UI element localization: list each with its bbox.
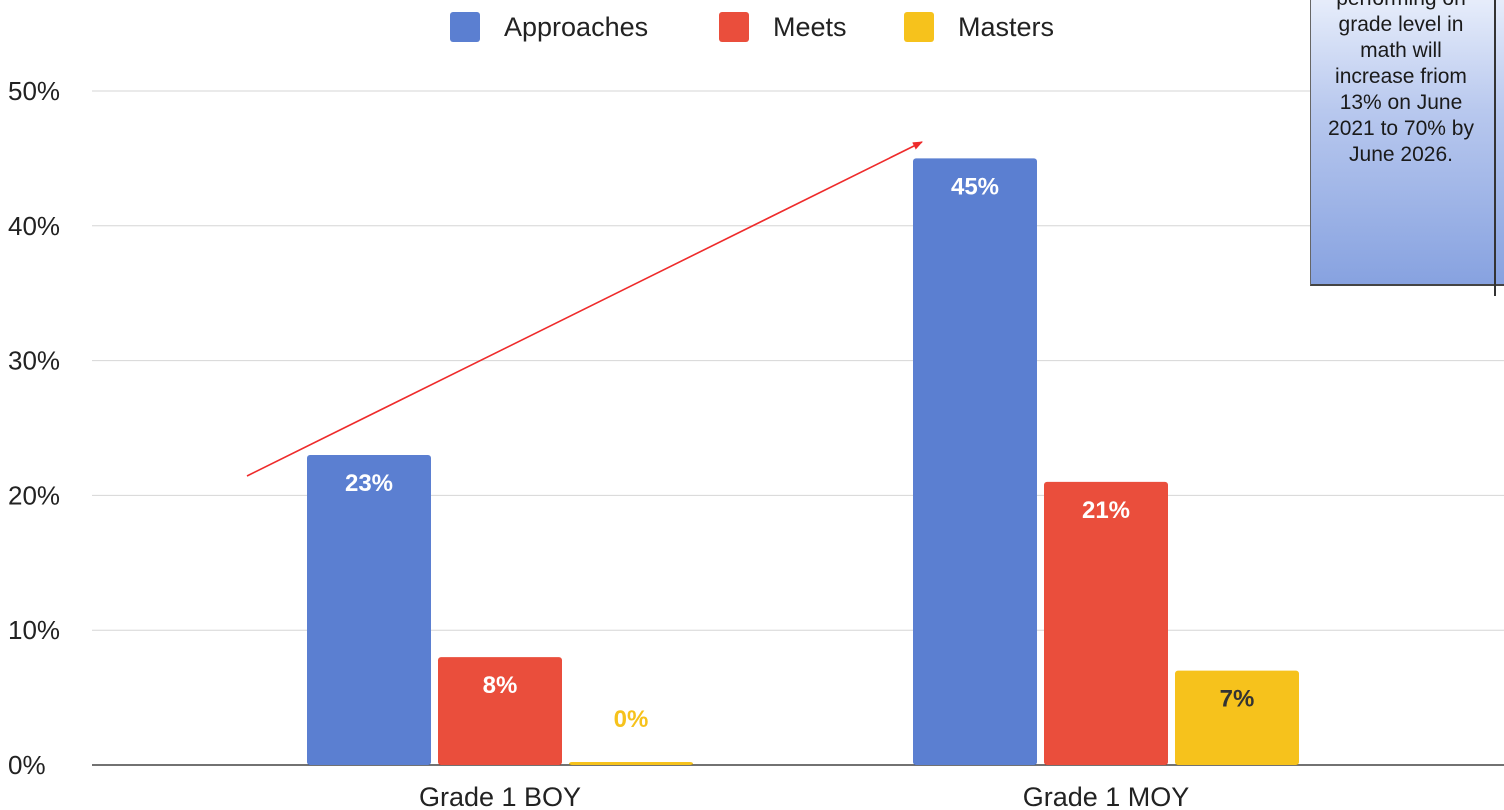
y-tick-label: 50% (8, 76, 60, 106)
gridlines (92, 90, 1504, 766)
bar-meets-2 (1044, 481, 1168, 765)
x-tick-label: Grade 1 MOY (1023, 782, 1190, 810)
bar-approaches-2 (913, 158, 1037, 765)
annotation-text: performing on grade level in math will i… (1328, 0, 1474, 166)
bar-approaches-1 (307, 454, 431, 765)
data-label-masters: 0% (614, 706, 649, 733)
legend-swatch-meets (719, 12, 749, 42)
data-label-masters: 7% (1220, 686, 1255, 713)
legend-label-masters: Masters (958, 12, 1054, 42)
data-label-approaches: 45% (951, 173, 999, 200)
legend-swatch-approaches (450, 12, 480, 42)
y-tick-label: 30% (8, 346, 60, 376)
bars (307, 158, 1299, 765)
data-label-approaches: 23% (345, 470, 393, 497)
bar-masters-1 (569, 762, 693, 765)
trend-arrow (246, 141, 923, 477)
bar-masters-2 (1175, 670, 1299, 765)
y-axis: 0% 10% 20% 30% 40% 50% (8, 76, 60, 780)
annotation-divider (1494, 0, 1496, 296)
y-tick-label: 10% (8, 615, 60, 645)
legend-swatch-masters (904, 12, 934, 42)
x-axis: Grade 1 BOY Grade 1 MOY (419, 782, 1189, 810)
data-label-meets: 8% (483, 672, 518, 699)
bar-labels: 23% 8% 0% 45% 21% 7% (345, 173, 1254, 733)
legend-label-meets: Meets (773, 12, 847, 42)
y-tick-label: 20% (8, 480, 60, 510)
y-tick-label: 0% (8, 750, 46, 780)
annotation-box (1310, 0, 1504, 286)
legend: Approaches Meets Masters (450, 12, 1054, 42)
legend-label-approaches: Approaches (504, 12, 648, 42)
y-tick-label: 40% (8, 211, 60, 241)
bar-meets-1 (438, 657, 562, 765)
x-tick-label: Grade 1 BOY (419, 782, 581, 810)
data-label-meets: 21% (1082, 497, 1130, 524)
